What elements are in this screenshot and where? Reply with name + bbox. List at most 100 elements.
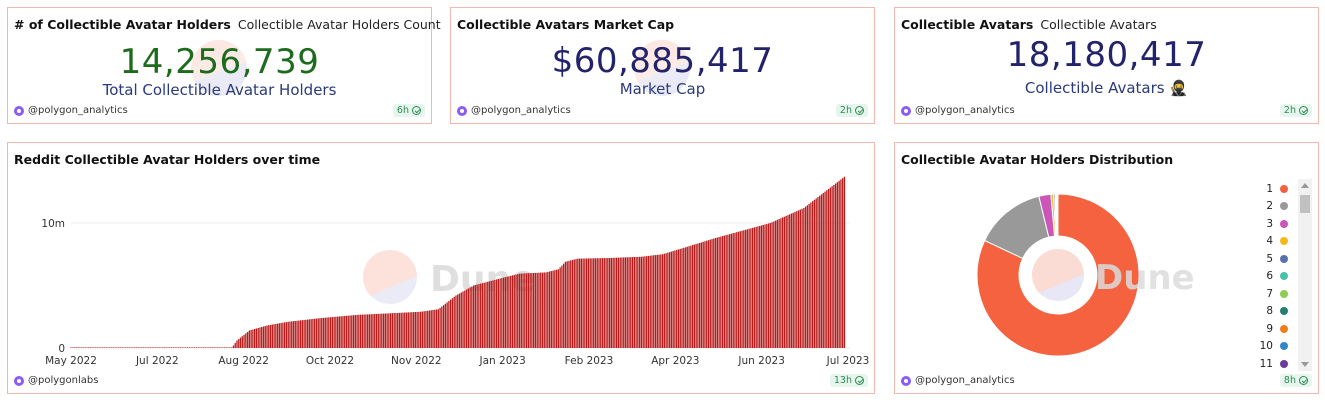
x-axis: May 2022 Jul 2022 Aug 2022 Oct 2022 Nov 2022…	[45, 355, 869, 367]
bar	[89, 347, 92, 348]
bar	[630, 257, 632, 348]
bar	[269, 324, 272, 348]
bar	[563, 263, 565, 348]
bar	[359, 314, 362, 348]
bar	[421, 311, 424, 348]
scroll-down-icon[interactable]	[1301, 362, 1309, 367]
bar	[241, 336, 243, 348]
holders-distribution-chart[interactable]: Dune	[895, 143, 1245, 378]
bar	[716, 237, 718, 348]
bar	[381, 313, 383, 348]
bar	[77, 347, 79, 348]
legend-item[interactable]: 2	[1260, 198, 1288, 216]
bar	[476, 284, 478, 348]
legend-item[interactable]: 3	[1260, 215, 1288, 233]
legend-item[interactable]: 7	[1260, 285, 1288, 303]
bar	[375, 313, 378, 348]
legend-label: 11	[1259, 357, 1273, 370]
bar	[614, 257, 616, 348]
x-tick-label: Jul 2022	[135, 355, 179, 367]
bar	[197, 347, 199, 348]
scroll-up-icon[interactable]	[1301, 183, 1309, 188]
dune-logo-watermark	[191, 40, 247, 96]
bar	[702, 241, 704, 348]
bar	[584, 258, 586, 348]
legend-item[interactable]: 9	[1260, 320, 1288, 338]
bar	[118, 347, 120, 348]
legend-swatch	[1280, 272, 1288, 281]
bar	[409, 312, 411, 348]
legend-item[interactable]: 6	[1260, 268, 1288, 286]
bar	[305, 319, 307, 348]
bar	[780, 218, 782, 348]
bar	[319, 318, 321, 348]
bar	[826, 190, 828, 348]
legend-label: 7	[1266, 287, 1273, 300]
bar	[460, 292, 462, 348]
bar	[374, 314, 376, 348]
bar	[646, 256, 648, 348]
bar	[559, 267, 561, 348]
bar	[605, 258, 607, 348]
legend-item[interactable]: 1	[1260, 180, 1288, 198]
bar	[474, 285, 477, 348]
bar	[130, 347, 132, 348]
author-name: @polygon_analytics	[915, 105, 1015, 116]
bar	[561, 265, 563, 348]
bar	[720, 236, 722, 348]
bar	[601, 258, 604, 348]
author-link[interactable]: @polygonlabs	[14, 375, 98, 386]
bar	[575, 259, 577, 348]
bar	[167, 347, 169, 348]
legend-swatch	[1280, 184, 1288, 193]
bar	[331, 317, 334, 348]
user-avatar-icon	[901, 375, 911, 386]
legend-item[interactable]: 10	[1260, 338, 1288, 356]
bar	[616, 257, 618, 348]
bar	[824, 191, 826, 348]
bar	[644, 256, 646, 348]
bar	[70, 347, 72, 348]
bar	[792, 212, 794, 348]
author-link[interactable]: @polygon_analytics	[457, 105, 571, 116]
bar	[753, 227, 756, 348]
legend-scrollbar[interactable]	[1298, 179, 1312, 371]
legend-item[interactable]: 11	[1260, 355, 1288, 373]
bar	[518, 273, 521, 348]
bar	[672, 251, 674, 348]
bar	[693, 244, 696, 348]
author-link[interactable]: @polygon_analytics	[14, 105, 128, 116]
bar	[193, 347, 196, 348]
bar	[596, 258, 598, 348]
bar	[757, 226, 759, 348]
bar	[464, 290, 466, 348]
bar	[817, 197, 819, 348]
bar	[209, 347, 212, 348]
author-link[interactable]: @polygon_analytics	[901, 375, 1015, 386]
bar	[612, 257, 614, 348]
bar	[787, 215, 789, 348]
legend-item[interactable]: 8	[1260, 303, 1288, 321]
bar	[769, 223, 771, 348]
bar	[259, 327, 261, 348]
bar	[628, 257, 630, 348]
bar	[340, 316, 342, 348]
bar	[439, 307, 441, 348]
legend-item[interactable]: 5	[1260, 250, 1288, 268]
bar	[172, 347, 175, 348]
author-link[interactable]: @polygon_analytics	[901, 105, 1015, 116]
bar	[446, 302, 448, 348]
legend-item[interactable]: 4	[1260, 233, 1288, 251]
bar	[522, 273, 524, 348]
bar	[253, 329, 256, 348]
scroll-thumb[interactable]	[1300, 195, 1310, 213]
bar	[105, 347, 107, 348]
holders-label: Total Collectible Avatar Holders	[102, 81, 337, 99]
freshness-badge: 13h	[829, 374, 868, 387]
bar	[674, 250, 676, 348]
bar	[714, 238, 717, 348]
avatars-label: Collectible Avatars	[1024, 79, 1165, 97]
bar	[430, 310, 432, 348]
bar	[568, 260, 570, 348]
